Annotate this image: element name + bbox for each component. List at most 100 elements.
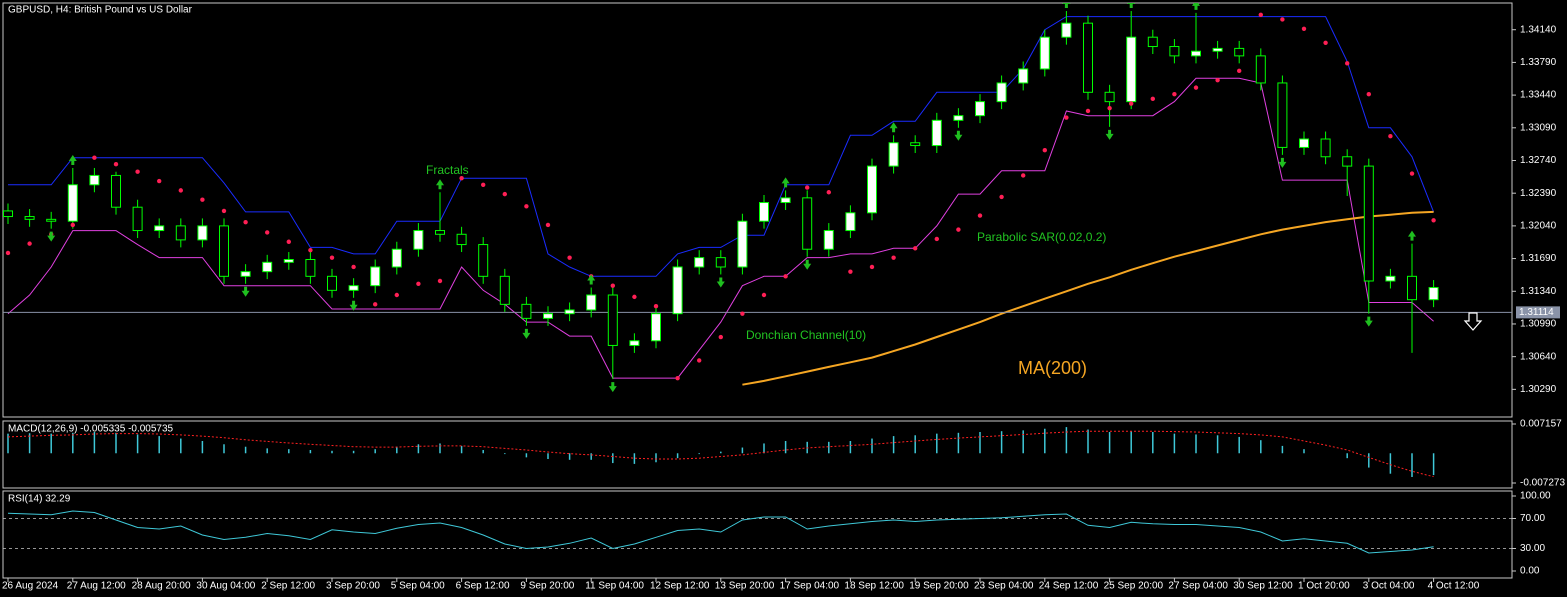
candle-body <box>1039 36 1050 70</box>
sar-dot <box>113 162 119 167</box>
sar-dot <box>394 292 399 298</box>
x-tick-label: 27 Sep 04:00 <box>1168 581 1228 592</box>
x-tick-label: 12 Sep 12:00 <box>650 581 710 592</box>
fractal-down <box>522 328 531 339</box>
sar-dot <box>178 188 183 193</box>
x-tick-label: 24 Sep 12:00 <box>1039 581 1099 592</box>
candle-body <box>694 257 705 268</box>
candle-body <box>348 285 359 291</box>
fractal-down <box>954 130 963 141</box>
fractal-up <box>436 179 444 190</box>
sell-arrow <box>1463 312 1483 331</box>
sar-dot <box>1150 96 1156 102</box>
y-tick-label: 1.31340 <box>1520 286 1557 297</box>
candle-body <box>737 220 748 268</box>
candle-body <box>478 244 489 277</box>
fractal-up <box>889 122 898 133</box>
candle-body <box>1169 46 1180 57</box>
sar-dot <box>1085 108 1091 114</box>
sar-dot <box>70 222 76 228</box>
y-tick-label: 1.31690 <box>1520 253 1557 264</box>
fractal-down <box>716 277 725 288</box>
donchian-lower <box>7 77 1434 379</box>
candle-body <box>456 233 467 246</box>
x-tick-label: 27 Aug 12:00 <box>67 581 126 592</box>
candle-body <box>327 275 337 291</box>
fractal-down <box>1278 157 1287 168</box>
fractal-up <box>1127 3 1136 9</box>
axes: 1.30290 1.30640 1.30990 1.31340 1.31690 1.320… <box>2 24 1565 591</box>
candle-body <box>586 294 597 311</box>
candle-body <box>543 313 553 319</box>
sar-dot <box>481 182 486 187</box>
macd-panel <box>2 420 1513 489</box>
candle-body <box>1212 47 1223 52</box>
candle-body <box>802 197 813 250</box>
sar-dot <box>1172 91 1177 97</box>
sar-dot <box>92 155 97 160</box>
sar-dot <box>1193 85 1199 90</box>
sar-dot <box>1366 91 1372 97</box>
sar-dot <box>1345 61 1350 66</box>
y-tick-label: 1.30290 <box>1520 384 1557 395</box>
sar-dot <box>1237 68 1242 74</box>
x-tick-label: 13 Sep 20:00 <box>715 581 775 592</box>
y-tick-label: 30.00 <box>1520 543 1545 554</box>
candle-body <box>1018 68 1029 84</box>
candle-body <box>111 174 121 208</box>
candle-body <box>1126 36 1137 103</box>
fractal-down <box>241 286 250 297</box>
y-tick-label: 1.34140 <box>1520 24 1557 35</box>
rsi-plot <box>3 510 1512 554</box>
candle-body <box>1342 156 1353 167</box>
candle-body <box>845 212 856 232</box>
x-tick-label: 18 Sep 12:00 <box>844 581 904 592</box>
candle-body <box>154 225 165 232</box>
candle-body <box>413 230 424 250</box>
candle-body <box>1083 22 1093 93</box>
candle-body <box>651 313 661 342</box>
fractal-up <box>1192 3 1200 10</box>
sar-dot <box>934 236 939 242</box>
fractal-down <box>608 382 617 393</box>
fractal-up <box>68 154 77 165</box>
fractal-down <box>349 300 358 311</box>
candle-body <box>715 257 726 268</box>
candle-body <box>132 206 143 232</box>
y-tick-label: 100.00 <box>1520 491 1551 502</box>
candle-body <box>1147 36 1158 48</box>
candle-body <box>240 271 251 277</box>
y-tick-label: 1.32740 <box>1520 155 1557 166</box>
x-tick-label: 9 Sep 20:00 <box>520 581 574 592</box>
candle-body <box>564 309 575 315</box>
candle-body <box>910 142 921 147</box>
sar-dot <box>999 194 1004 200</box>
y-tick-label: 1.33090 <box>1520 122 1557 133</box>
candle-body <box>975 101 985 117</box>
fractal-up <box>781 177 790 188</box>
sar-dot <box>848 269 853 274</box>
sar-dot <box>1215 77 1220 83</box>
ma-label: MA(200) <box>1018 358 1087 378</box>
y-tick-label: 0.00 <box>1520 566 1540 577</box>
sar-dot <box>1280 17 1285 22</box>
sar-dot <box>653 304 659 309</box>
candle-body <box>1191 50 1201 57</box>
candle-body <box>1385 275 1396 282</box>
fractals-label: Fractals <box>426 163 469 177</box>
candle-body <box>867 165 877 214</box>
sar-dot <box>632 294 637 300</box>
candle-body <box>996 82 1007 103</box>
candle-body <box>175 225 186 241</box>
x-tick-label: 2 Sep 12:00 <box>261 581 315 592</box>
sar-dot <box>502 191 507 197</box>
sar-dot <box>783 274 788 279</box>
candle-body <box>24 216 35 220</box>
candle-body <box>1104 91 1115 103</box>
candle-body <box>953 115 964 121</box>
x-tick-label: 25 Sep 20:00 <box>1104 581 1164 592</box>
sar-dot <box>459 176 464 181</box>
rsi-panel <box>2 490 1513 579</box>
sar-dot <box>913 246 918 251</box>
